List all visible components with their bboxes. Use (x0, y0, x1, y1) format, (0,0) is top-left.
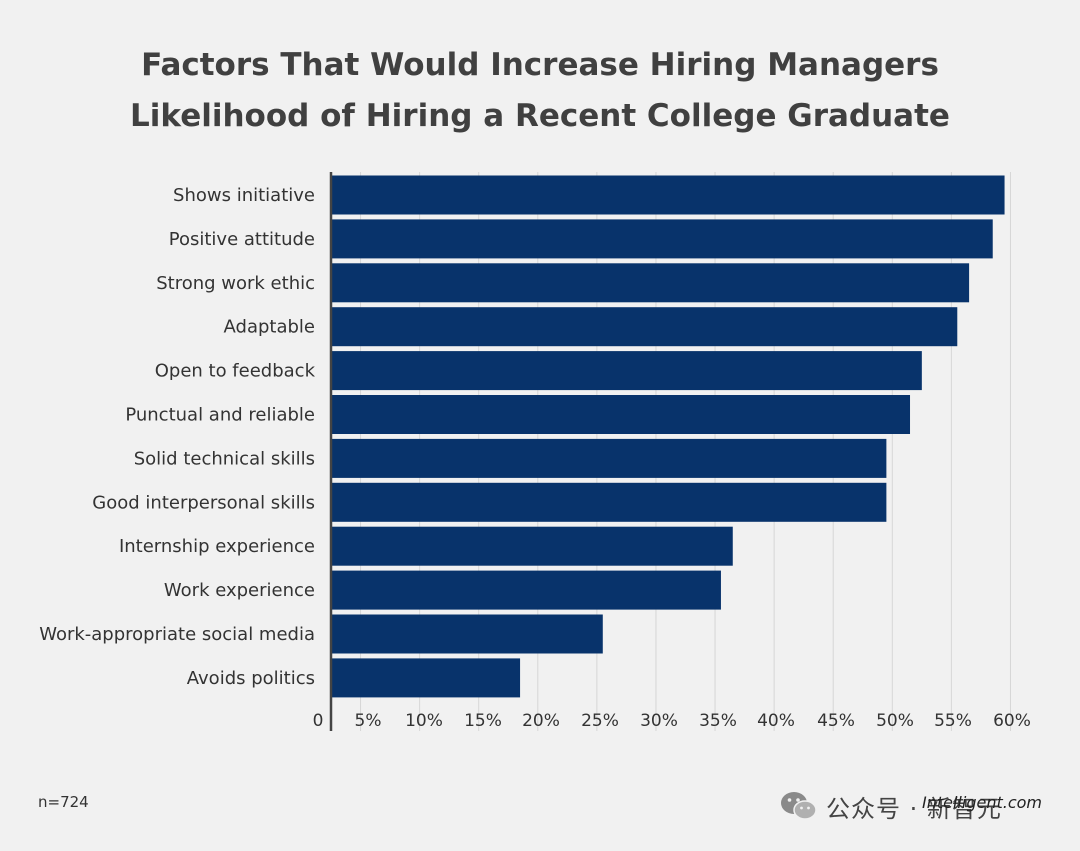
x-tick-label: 50% (876, 711, 914, 731)
source-credit: Intelligent.com (922, 793, 1042, 812)
category-label: Work experience (164, 580, 315, 601)
watermark: 公众号 · 新智元 (780, 784, 1002, 828)
category-label: Adaptable (224, 317, 315, 338)
category-label: Strong work ethic (156, 273, 315, 294)
x-tick-label: 10% (405, 711, 443, 731)
bars (331, 175, 1005, 698)
category-label: Work-appropriate social media (39, 624, 315, 645)
wechat-icon (781, 792, 817, 820)
sample-size-note: n=724 (38, 793, 89, 811)
x-tick-label: 60% (993, 711, 1031, 731)
chart-title: Factors That Would Increase Hiring Manag… (0, 40, 1080, 142)
x-tick-label: 20% (522, 711, 560, 731)
category-labels: Shows initiative Positive attitude Strong … (39, 185, 315, 689)
x-tick-label: 35% (699, 711, 737, 731)
bar (331, 351, 922, 391)
bar (331, 614, 603, 654)
chart-title-line-2: Likelihood of Hiring a Recent College Gr… (130, 98, 950, 134)
chart-title-line-1: Factors That Would Increase Hiring Manag… (141, 47, 939, 83)
x-tick-label: 15% (464, 711, 502, 731)
bar (331, 526, 733, 566)
bar (331, 263, 970, 303)
bar (331, 658, 521, 698)
category-label: Positive attitude (169, 229, 315, 250)
bar (331, 307, 958, 347)
watermark-text: 公众号 · 新智元 (826, 794, 1002, 823)
category-label: Punctual and reliable (125, 405, 315, 426)
bar (331, 482, 887, 522)
x-tick-label: 45% (817, 711, 855, 731)
x-tick-labels: 0 5% 10% 15% 20% 25% 30% 35% 40% 45% 50% 55% 60% (313, 711, 1031, 731)
x-tick-label: 0 (313, 711, 324, 731)
x-tick-label: 25% (581, 711, 619, 731)
category-label: Avoids politics (187, 668, 315, 689)
bar-chart: Shows initiative Positive attitude Strong … (39, 172, 1031, 731)
x-tick-label: 40% (757, 711, 795, 731)
category-label: Solid technical skills (134, 448, 315, 469)
category-label: Open to feedback (155, 361, 316, 382)
bar (331, 438, 887, 478)
bar (331, 570, 721, 610)
category-label: Shows initiative (173, 185, 315, 206)
bar (331, 175, 1005, 215)
bar (331, 395, 911, 434)
x-tick-label: 5% (355, 711, 382, 731)
bar (331, 219, 993, 259)
category-label: Internship experience (119, 536, 315, 557)
category-label: Good interpersonal skills (92, 492, 315, 513)
x-tick-label: 30% (640, 711, 678, 731)
x-tick-label: 55% (934, 711, 972, 731)
